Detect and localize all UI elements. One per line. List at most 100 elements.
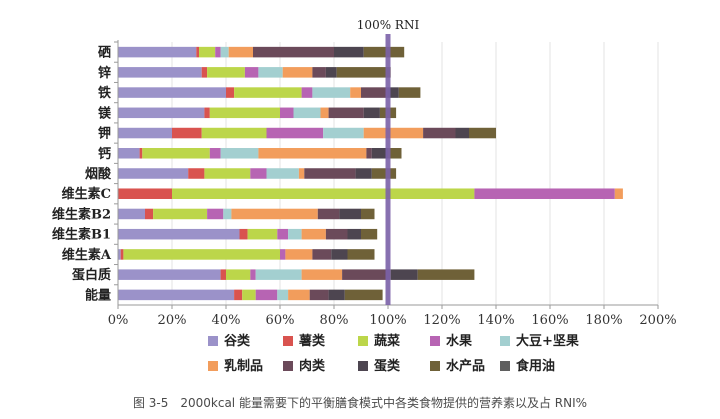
bar-segment (280, 107, 294, 119)
bar-segment (118, 168, 189, 179)
bar-segment (231, 208, 318, 220)
bar-segment (253, 46, 334, 58)
bar-segment (334, 46, 364, 58)
bar-segment (390, 269, 418, 280)
reference-line-label: 100% RNI (357, 18, 420, 32)
bar-segment (118, 208, 145, 220)
bar-segment (228, 46, 253, 58)
bar-segment (363, 127, 424, 139)
bar-segment (204, 168, 251, 179)
bar-segment (347, 249, 375, 260)
bar-segment (474, 188, 615, 199)
category-label: 维生素C (62, 186, 111, 202)
bar-segment (226, 269, 251, 280)
bar-segment (244, 67, 259, 78)
bar-segment (325, 228, 348, 240)
legend-label: 水果 (446, 333, 472, 349)
x-tick-label: 180% (585, 313, 622, 328)
category-label: 能量 (85, 287, 111, 303)
bar-segment (215, 46, 221, 58)
bar-segment (255, 269, 302, 280)
bar-segment (455, 127, 469, 139)
bar-segment (388, 87, 399, 98)
reference-line (385, 34, 391, 305)
x-tick-label: 140% (477, 313, 514, 328)
bar-segment (204, 107, 210, 119)
bar-segment (239, 228, 248, 240)
bar-segment (242, 289, 256, 301)
bar-segment (266, 168, 299, 179)
bar-segment (363, 107, 380, 119)
bar-segment (285, 249, 313, 260)
bar-segment (323, 127, 364, 139)
bar-segment (336, 67, 391, 78)
bar-segment (201, 67, 208, 78)
x-tick-label: 160% (531, 313, 568, 328)
bar-segment (118, 67, 202, 78)
x-tick-label: 20% (158, 313, 187, 328)
bar-segment (280, 249, 286, 260)
category-label: 维生素B2 (52, 206, 111, 222)
bar-segment (301, 228, 326, 240)
bar-segment (120, 249, 124, 260)
bar-segment (266, 127, 324, 139)
bar-segment (153, 208, 208, 220)
bar-segment (325, 67, 337, 78)
bar-segment (123, 249, 281, 260)
bar-segment (258, 67, 283, 78)
legend-swatch (500, 361, 510, 371)
bar-segment (417, 269, 475, 280)
bar-segment (361, 228, 378, 240)
legend-swatch (430, 361, 440, 371)
bar-segment (363, 46, 405, 58)
bar-segment (139, 148, 143, 159)
bar-segment (298, 168, 305, 179)
bar-segment (220, 46, 229, 58)
category-label: 维生素A (62, 247, 112, 263)
bars-layer (118, 46, 623, 301)
x-tick-label: 80% (320, 313, 349, 328)
x-tick-label: 60% (266, 313, 295, 328)
legend-swatch (500, 336, 510, 346)
bar-segment (172, 127, 202, 139)
x-tick-label: 120% (423, 313, 460, 328)
bar-segment (361, 208, 375, 220)
bar-segment (312, 67, 326, 78)
bar-segment (312, 249, 332, 260)
legend-swatch (358, 361, 368, 371)
legend-label: 肉类 (299, 358, 326, 374)
bar-segment (258, 148, 367, 159)
bar-segment (288, 228, 302, 240)
category-label: 烟酸 (85, 166, 112, 182)
legend-swatch (208, 361, 218, 371)
bar-segment (277, 228, 289, 240)
figure-caption: 图 3-5 2000kcal 能量需要下的平衡膳食模式中各类食物提供的营养素以及… (132, 396, 588, 410)
bar-segment (366, 148, 372, 159)
bar-segment (209, 107, 280, 119)
legend-swatch (283, 336, 293, 346)
legend-label: 大豆+坚果 (516, 333, 579, 349)
bar-segment (371, 168, 397, 179)
bar-segment (614, 188, 623, 199)
bar-segment (118, 289, 235, 301)
bar-segment (188, 168, 205, 179)
bar-segment (423, 127, 456, 139)
bar-segment (317, 208, 340, 220)
bar-segment (355, 168, 372, 179)
bar-segment (118, 107, 205, 119)
legend-label: 水产品 (446, 358, 485, 374)
bar-segment (301, 269, 343, 280)
legend-swatch (208, 336, 218, 346)
legend-label: 薯类 (298, 333, 326, 349)
bar-segment (350, 87, 361, 98)
bar-segment (250, 269, 256, 280)
bar-segment (250, 168, 267, 179)
bar-segment (282, 67, 313, 78)
bar-segment (118, 148, 140, 159)
legend-swatch (430, 336, 440, 346)
legend-label: 食用油 (516, 358, 555, 374)
legend-swatch (358, 336, 368, 346)
bar-segment (199, 46, 216, 58)
